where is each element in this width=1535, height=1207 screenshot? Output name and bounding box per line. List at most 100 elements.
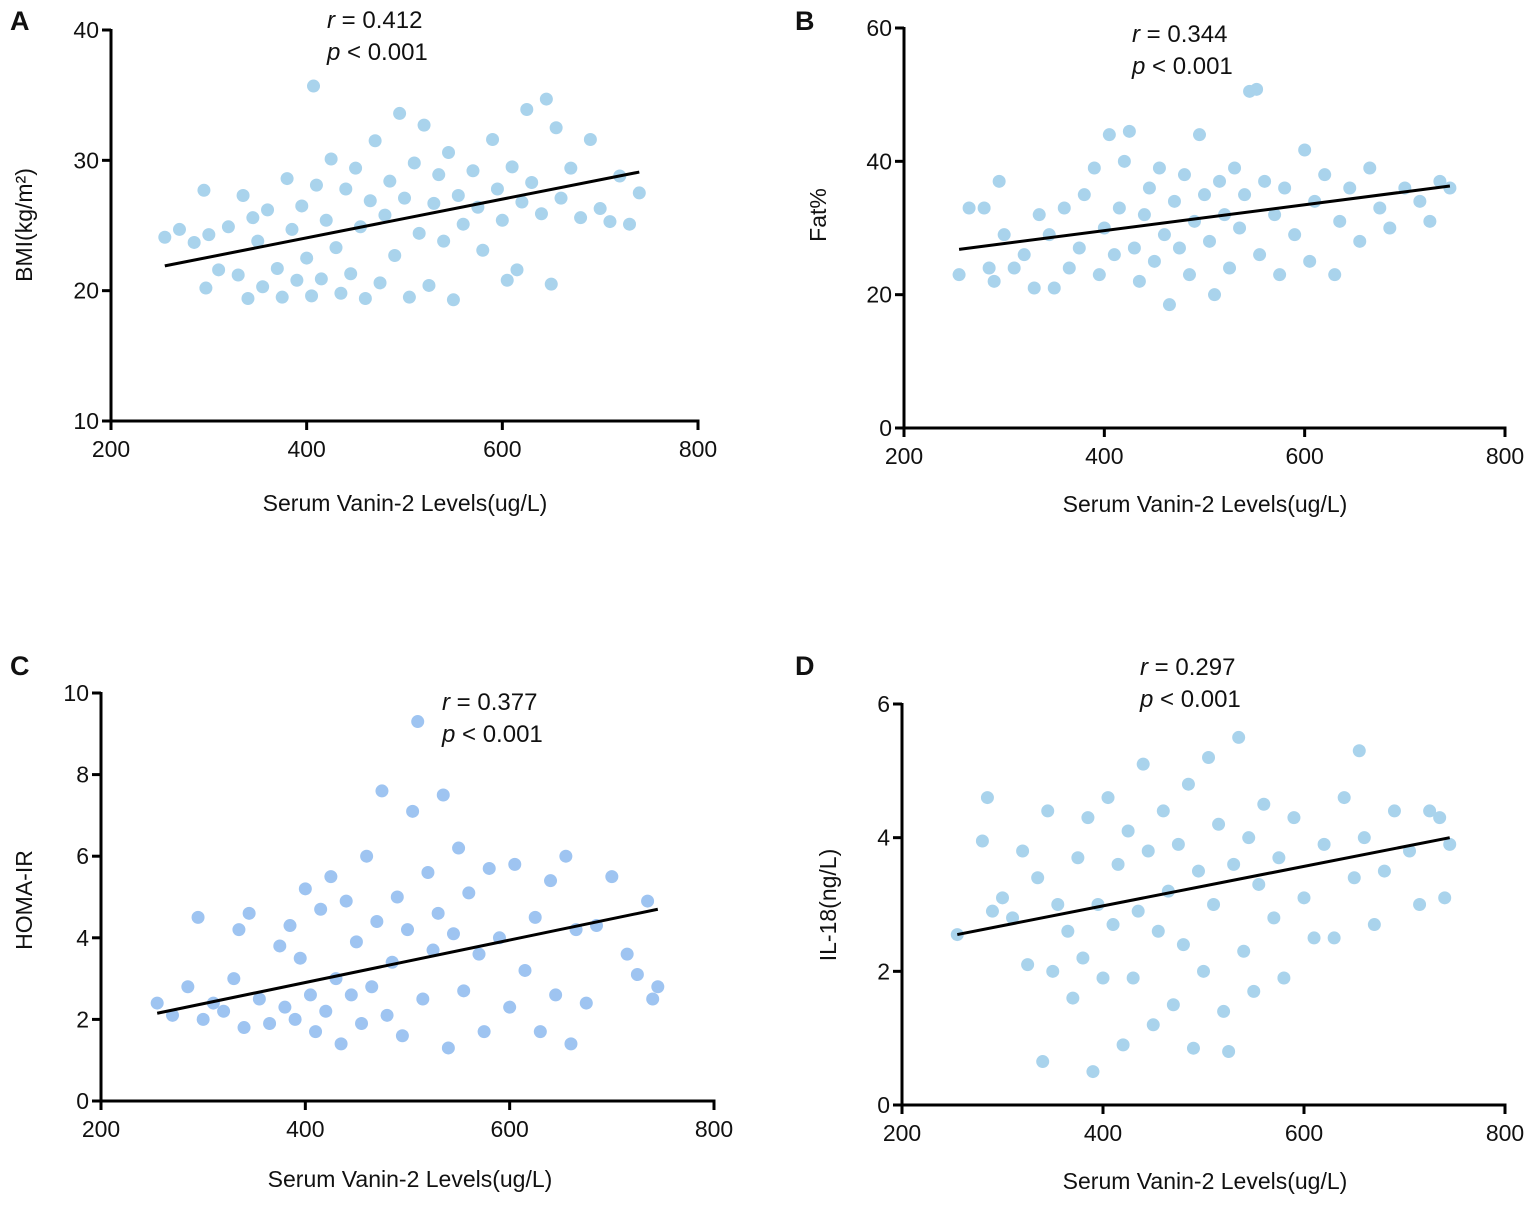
- data-points: [158, 79, 646, 307]
- data-point: [314, 902, 328, 916]
- y-tick-label: 10: [73, 408, 99, 434]
- data-point: [1257, 797, 1271, 811]
- data-point: [426, 943, 440, 957]
- data-point: [246, 211, 260, 225]
- y-tick-label: 4: [877, 825, 890, 851]
- data-point: [398, 191, 411, 205]
- data-point: [288, 1012, 302, 1026]
- data-point: [363, 194, 377, 208]
- data-point: [383, 174, 397, 188]
- y-axis-title: Fat%: [805, 188, 831, 242]
- data-point: [1217, 1004, 1231, 1018]
- data-point: [1016, 844, 1030, 858]
- data-point: [1232, 730, 1246, 744]
- data-point: [508, 857, 522, 871]
- data-point: [1328, 268, 1342, 282]
- p-text: < 0.001: [1145, 53, 1232, 80]
- data-point: [263, 1016, 277, 1030]
- data-point: [319, 213, 333, 227]
- data-point: [309, 178, 323, 192]
- data-point: [1101, 791, 1115, 805]
- data-point: [1166, 998, 1180, 1012]
- data-point: [1377, 864, 1391, 878]
- data-point: [283, 919, 297, 933]
- data-point: [549, 121, 563, 135]
- y-tick-label: 40: [866, 148, 892, 174]
- data-point: [329, 241, 343, 255]
- p-symbol: p: [1131, 53, 1145, 80]
- data-point: [1413, 194, 1427, 208]
- data-point: [1171, 837, 1185, 851]
- data-point: [505, 160, 519, 174]
- data-point: [300, 251, 314, 265]
- data-point: [1102, 128, 1116, 142]
- data-point: [436, 788, 450, 802]
- x-tick-label: 200: [92, 436, 130, 462]
- data-point: [632, 186, 646, 200]
- x-tick-label: 600: [1285, 1120, 1323, 1146]
- data-point: [1423, 214, 1437, 228]
- x-tick-label: 400: [287, 436, 325, 462]
- data-point: [1176, 938, 1190, 952]
- data-point: [1136, 757, 1150, 771]
- data-point: [339, 182, 353, 196]
- data-point: [1112, 201, 1126, 215]
- data-point: [1207, 898, 1221, 911]
- data-point: [1318, 168, 1332, 182]
- p-value: p < 0.001: [1131, 53, 1233, 80]
- data-point: [985, 904, 999, 918]
- data-point: [1096, 971, 1110, 985]
- data-point: [402, 290, 416, 304]
- y-tick-label: 6: [76, 843, 89, 869]
- data-point: [378, 208, 392, 222]
- data-point: [1237, 944, 1251, 958]
- data-point: [344, 988, 358, 1002]
- data-point: [559, 849, 573, 863]
- data-point: [1363, 161, 1377, 175]
- x-tick-label: 400: [1084, 1120, 1122, 1146]
- data-point: [1007, 261, 1021, 275]
- data-point: [1258, 174, 1272, 188]
- data-point: [227, 972, 241, 986]
- data-point: [1238, 188, 1252, 202]
- y-tick-label: 60: [866, 15, 892, 41]
- panel-label: D: [795, 651, 815, 681]
- x-axis-title: Serum Vanin-2 Levels(ug/L): [1063, 1168, 1348, 1194]
- p-text: < 0.001: [1153, 686, 1240, 713]
- data-point: [270, 262, 284, 276]
- y-tick-label: 0: [76, 1088, 89, 1114]
- data-point: [1383, 221, 1397, 235]
- data-point: [641, 894, 655, 908]
- data-point: [236, 189, 250, 203]
- data-point: [1308, 194, 1322, 208]
- y-axis-title: HOMA-IR: [11, 850, 37, 950]
- data-point: [1021, 958, 1035, 972]
- data-point: [411, 715, 425, 729]
- data-point: [1197, 964, 1210, 978]
- data-point: [1223, 261, 1237, 275]
- p-value: p < 0.001: [1139, 686, 1241, 713]
- x-tick-label: 800: [1486, 1120, 1524, 1146]
- data-point: [1213, 174, 1227, 188]
- data-point: [544, 277, 558, 291]
- data-point: [1277, 971, 1291, 985]
- data-point: [1162, 298, 1176, 312]
- data-point: [1198, 188, 1211, 202]
- data-point: [1057, 201, 1071, 215]
- panel-label: B: [795, 6, 815, 36]
- data-point: [1438, 891, 1452, 905]
- data-point: [355, 1016, 369, 1030]
- data-point: [1191, 864, 1205, 878]
- p-value: p < 0.001: [326, 39, 428, 66]
- y-tick-label: 2: [877, 958, 890, 984]
- data-point: [261, 203, 275, 217]
- data-point: [1127, 241, 1141, 255]
- data-point: [472, 947, 486, 961]
- data-point: [307, 79, 321, 93]
- data-point: [1203, 234, 1217, 248]
- y-tick-label: 0: [879, 415, 892, 441]
- data-point: [1032, 208, 1046, 222]
- data-point: [515, 195, 529, 209]
- data-point: [490, 182, 504, 196]
- y-tick-label: 6: [877, 691, 890, 717]
